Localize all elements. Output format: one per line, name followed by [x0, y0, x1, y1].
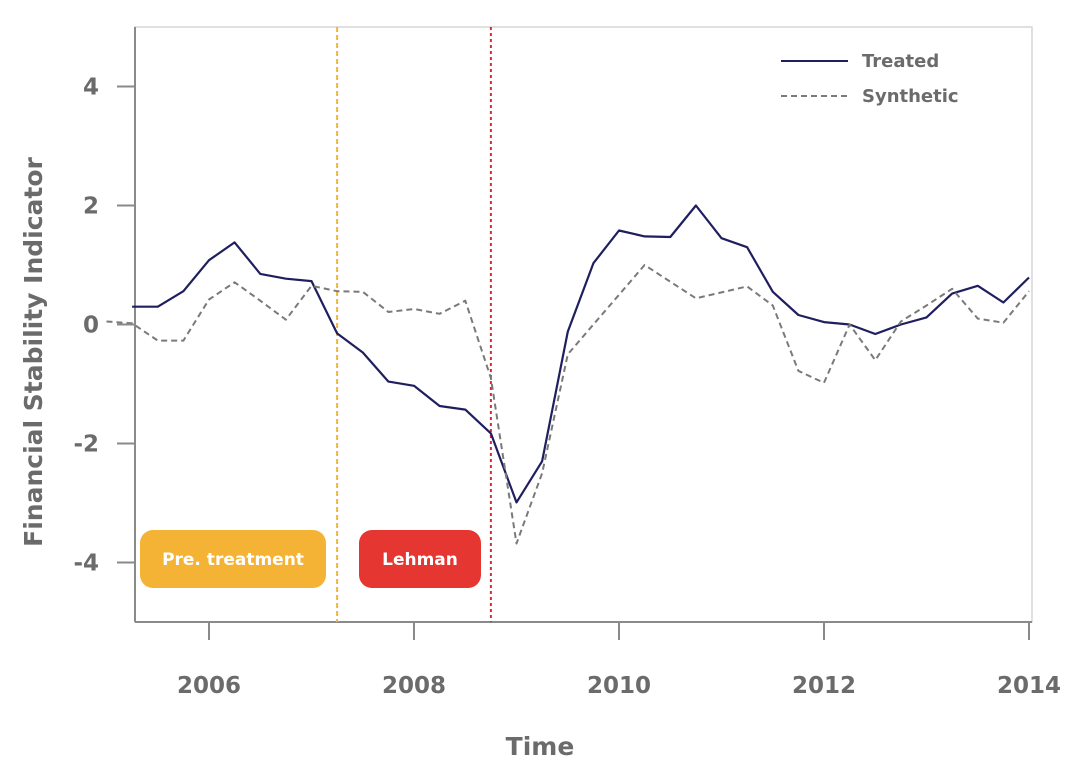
y-tick-label: 2: [83, 194, 99, 220]
legend-label: Synthetic: [862, 86, 959, 107]
x-tick-label: 2006: [177, 673, 241, 699]
annotation-badges: Pre. treatment Lehman: [140, 530, 481, 588]
x-tick-label: 2008: [382, 673, 446, 699]
axis-ticks: -4 -2 0 2 4 2006 2008 2010 2012 2014: [73, 75, 1061, 700]
y-tick-label: 0: [83, 313, 99, 339]
y-tick-label: -4: [73, 551, 99, 577]
legend-label: Treated: [862, 51, 939, 72]
series-lines: [106, 204, 1030, 545]
synthetic-series-line: [106, 264, 1030, 545]
x-axis-title: Time: [506, 732, 575, 761]
x-tick-label: 2010: [587, 673, 651, 699]
badge-background: [140, 530, 326, 588]
badge-label: Lehman: [382, 550, 458, 570]
badge-label: Pre. treatment: [162, 550, 304, 570]
badge-background: [359, 530, 481, 588]
x-tick-label: 2014: [997, 673, 1061, 699]
pre-treatment-badge: Pre. treatment: [140, 530, 326, 588]
x-tick-label: 2012: [792, 673, 856, 699]
y-tick-label: -2: [73, 432, 99, 458]
y-tick-label: 4: [83, 75, 99, 101]
y-axis-title: Financial Stability Indicator: [19, 156, 48, 546]
vertical-markers: [336, 27, 492, 622]
lehman-badge: Lehman: [359, 530, 481, 588]
legend: Treated Synthetic: [781, 51, 959, 107]
treated-series-line: [132, 204, 1030, 504]
